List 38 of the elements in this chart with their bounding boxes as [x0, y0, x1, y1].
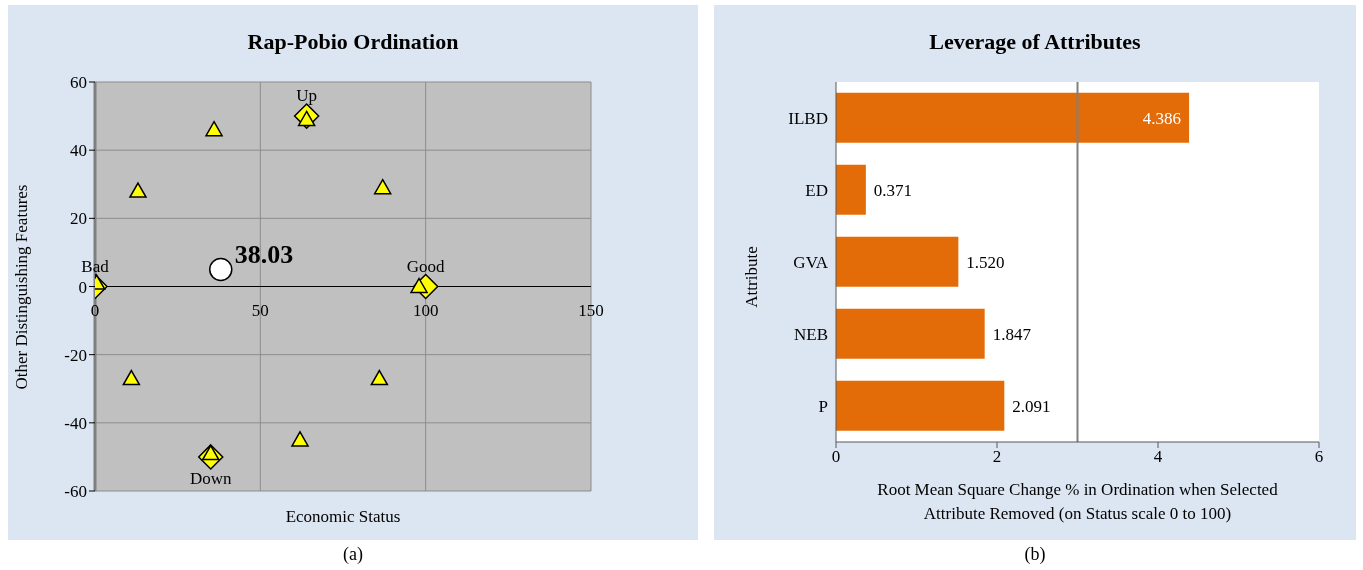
x-tick-label: 2	[992, 447, 1002, 467]
x-axis-title: Root Mean Square Change % in Ordination when Selected Attribute Removed (on Status scale 0 to 100)	[876, 479, 1279, 525]
text: (b)	[1023, 544, 1047, 565]
chart-title: Leverage of Attributes	[928, 29, 1142, 55]
y-tick-label: 60	[70, 73, 87, 93]
x-tick-label: 0	[90, 301, 100, 320]
x-tick-label: 4	[1153, 447, 1163, 467]
annotation: Good	[406, 256, 446, 276]
y-tick-label: 20	[70, 209, 87, 229]
data-label: 0.371	[873, 180, 913, 200]
y-tick-label: -20	[64, 345, 87, 365]
y-tick-label: 0	[78, 277, 87, 297]
data-label: 2.091	[1012, 396, 1051, 416]
data-label: 4.386	[1142, 108, 1182, 128]
y-tick-label: P	[818, 397, 828, 417]
y-axis-title: Other Distinguishing Features	[12, 183, 32, 392]
x-tick-label: 0	[831, 447, 841, 467]
x-tick-label: 50	[251, 301, 269, 320]
annotation: 38.03	[234, 240, 294, 270]
x-tick-label: 6	[1314, 447, 1324, 467]
y-tick-label: ED	[805, 181, 828, 201]
y-tick-label: 40	[70, 141, 87, 161]
x-axis-title: Economic Status	[284, 507, 402, 527]
data-label: 1.520	[966, 252, 1005, 272]
y-tick-label: GVA	[793, 253, 829, 273]
annotation: Down	[189, 468, 233, 488]
y-tick-label: NEB	[794, 325, 828, 345]
x-tick-label: 150	[578, 301, 604, 320]
annotation: Up	[296, 86, 318, 106]
text: (a)	[342, 544, 364, 565]
y-axis-title: Attribute	[742, 245, 762, 310]
y-tick-label: -60	[64, 482, 87, 502]
y-tick-label: -40	[64, 413, 87, 433]
chart-title: Rap-Pobio Ordination	[246, 29, 460, 55]
annotation: Bad	[81, 256, 110, 276]
data-label: 1.847	[992, 324, 1032, 344]
y-tick-label: ILBD	[788, 109, 828, 129]
x-tick-label: 100	[412, 301, 439, 320]
